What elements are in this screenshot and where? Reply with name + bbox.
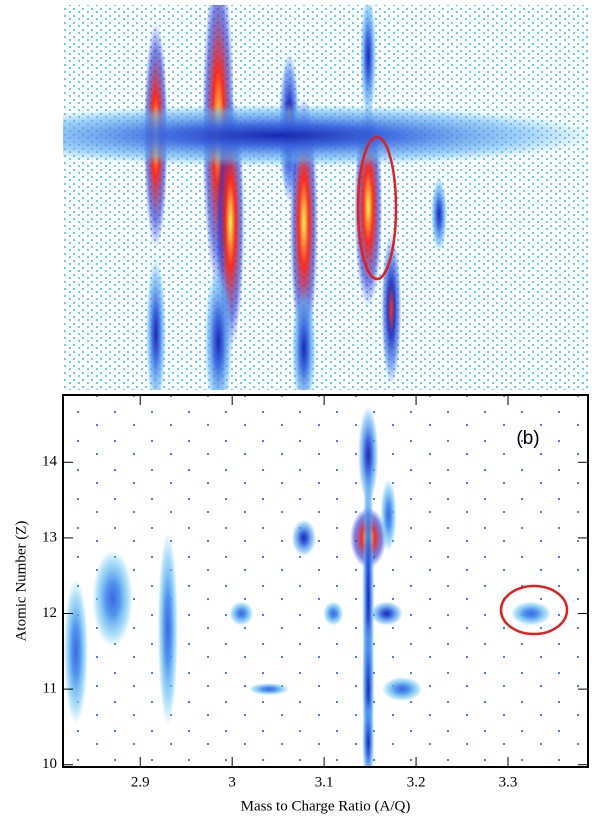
x-tick-label: 3.2 <box>407 774 426 790</box>
density-blob <box>291 285 317 390</box>
density-blob <box>323 601 344 626</box>
density-blob <box>145 257 166 390</box>
y-tick-label: 12 <box>42 605 57 621</box>
density-blob <box>360 5 377 120</box>
y-tick-label: 11 <box>43 364 57 380</box>
density-blob <box>291 519 317 557</box>
density-blob <box>510 601 552 626</box>
y-axis-label: Atomic Number (Z) <box>13 137 29 258</box>
y-tick-label: 11 <box>43 681 57 697</box>
x-tick-label: 2.9 <box>131 774 150 790</box>
highlight-ellipse <box>499 584 569 636</box>
x-axis-label: Mass to Charge Ratio (A/Q) <box>241 798 411 814</box>
density-blob <box>380 478 397 552</box>
density-blob <box>358 406 379 504</box>
y-tick-label: 10 <box>42 756 57 772</box>
density-blob <box>157 531 178 726</box>
y-axis-label: Atomic Number (Z) <box>13 521 29 642</box>
x-tick-label: 3.3 <box>499 774 518 790</box>
x-tick-label: 3.1 <box>315 774 334 790</box>
density-blob <box>382 677 423 702</box>
density-blob <box>204 265 233 390</box>
y-tick-label: 15 <box>42 48 57 64</box>
x-tick-label: 3 <box>228 774 236 790</box>
density-blob <box>362 699 375 767</box>
plot-frame <box>62 394 589 768</box>
plot-area <box>63 5 588 390</box>
highlight-ellipse <box>356 135 398 281</box>
density-blob <box>370 601 403 626</box>
y-tick-label: 14 <box>42 127 58 143</box>
panel-label: (b) <box>516 428 539 449</box>
density-blob <box>430 176 448 253</box>
y-tick-label: 13 <box>42 206 57 222</box>
y-tick-label: 13 <box>42 529 57 545</box>
y-tick-label: 14 <box>42 454 58 470</box>
density-blob <box>92 550 133 647</box>
y-tick-label: 12 <box>42 285 57 301</box>
noise-background <box>63 5 588 390</box>
density-blob <box>63 103 588 168</box>
density-blob <box>229 601 254 626</box>
noise-background <box>63 395 588 767</box>
density-blob <box>63 578 89 724</box>
density-blob <box>248 683 290 696</box>
